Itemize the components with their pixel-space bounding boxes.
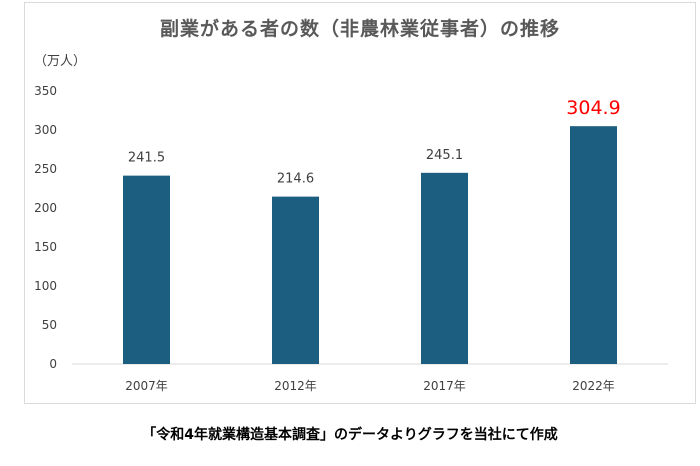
bar-chart: 0 50 100 150 200 250 300 350 241.5 2007年 214.6 2012… <box>34 84 668 393</box>
x-tick-label: 2022年 <box>572 379 615 393</box>
source-caption: 「令和4年就業構造基本調査」のデータよりグラフを当社にて作成 <box>142 427 558 443</box>
bar-2017年 <box>421 172 468 364</box>
y-tick-label: 100 <box>34 279 57 293</box>
data-label: 241.5 <box>128 151 165 166</box>
y-tick-label: 200 <box>34 201 57 215</box>
bar-2012年 <box>272 196 319 364</box>
bar-2007年 <box>123 175 170 364</box>
y-tick-label: 0 <box>49 357 57 371</box>
chart-title: 副業がある者の数（非農林業従事者）の推移 <box>159 18 560 40</box>
y-tick-label: 250 <box>34 162 57 176</box>
x-tick-label: 2012年 <box>274 379 317 393</box>
y-tick-label: 150 <box>34 240 57 254</box>
x-tick-label: 2017年 <box>423 379 466 393</box>
data-label: 214.6 <box>277 172 314 187</box>
bar-2022年 <box>570 126 617 364</box>
y-tick-label: 50 <box>42 318 57 332</box>
y-tick-label: 350 <box>34 84 57 98</box>
data-label: 304.9 <box>566 97 620 119</box>
y-tick-label: 300 <box>34 123 57 137</box>
y-axis-unit-label: （万人） <box>34 54 87 69</box>
data-label: 245.1 <box>426 148 463 163</box>
x-tick-label: 2007年 <box>125 379 168 393</box>
